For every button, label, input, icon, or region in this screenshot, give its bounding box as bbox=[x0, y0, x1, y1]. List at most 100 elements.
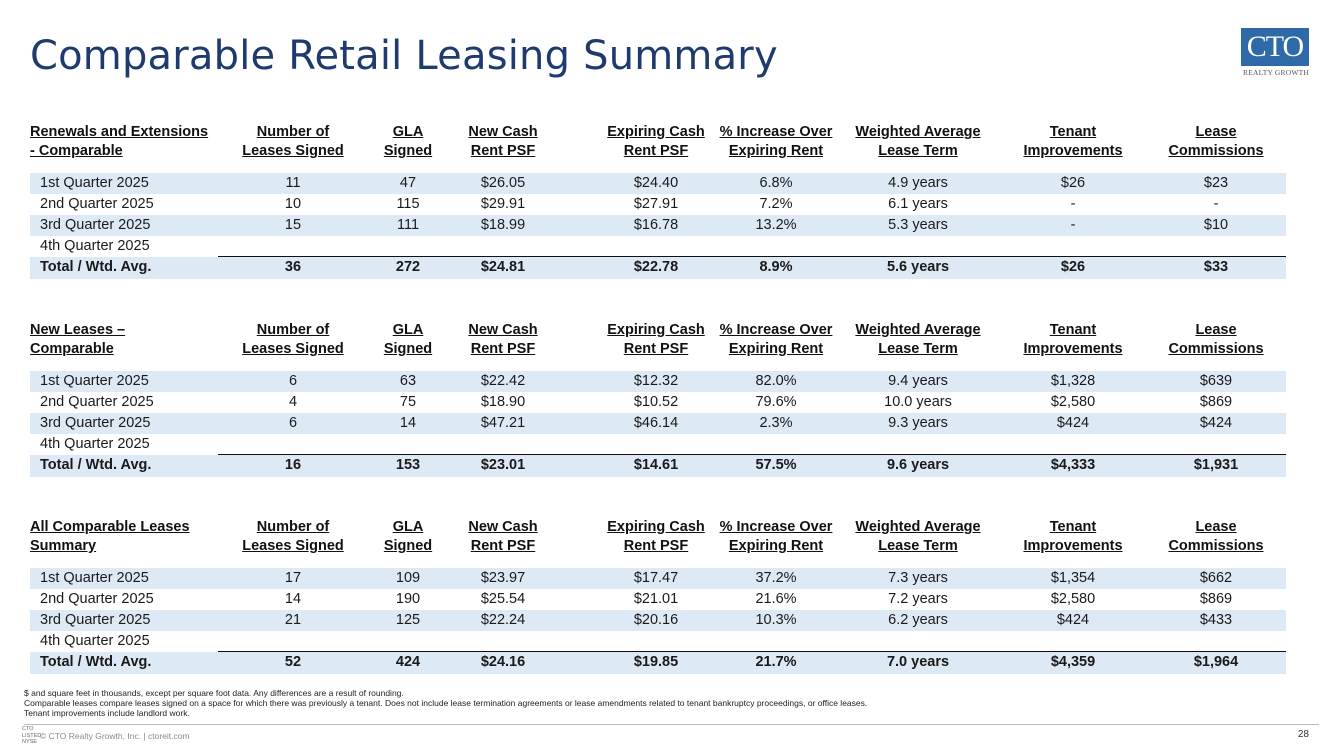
cell-ti: - bbox=[1070, 217, 1076, 233]
table-header: Renewals and Extensions - Comparable Numbe… bbox=[30, 123, 1286, 173]
cell-leases: 52 bbox=[284, 654, 302, 670]
section-heading: All Comparable Leases Summary bbox=[30, 519, 190, 554]
column-header-newrent: New Cash Rent PSF bbox=[468, 124, 538, 159]
cell-increase: 13.2% bbox=[755, 217, 797, 233]
cell-newrent: $23.97 bbox=[480, 570, 526, 586]
section-heading: New Leases – Comparable bbox=[30, 322, 126, 357]
cell-term: 6.2 years bbox=[888, 612, 948, 628]
row-label: 2nd Quarter 2025 bbox=[40, 591, 154, 607]
cell-increase: 82.0% bbox=[755, 373, 797, 389]
column-header-lc: Lease Commissions bbox=[1168, 124, 1264, 159]
cell-exprent: $16.78 bbox=[633, 217, 679, 233]
total-divider bbox=[218, 454, 1286, 455]
column-header-ti: Tenant Improvements bbox=[1023, 322, 1123, 357]
column-header-exprent: Expiring Cash Rent PSF bbox=[607, 322, 705, 357]
cell-newrent: $24.16 bbox=[480, 654, 526, 670]
cell-leases: 11 bbox=[285, 175, 301, 191]
cell-newrent: $18.99 bbox=[480, 217, 526, 233]
cell-gla: 272 bbox=[395, 259, 421, 275]
column-header-term: Weighted Average Lease Term bbox=[855, 124, 981, 159]
cell-gla: 75 bbox=[399, 394, 417, 410]
cell-term: 7.3 years bbox=[888, 570, 948, 586]
cell-leases: 21 bbox=[284, 612, 302, 628]
cell-exprent: $19.85 bbox=[633, 654, 679, 670]
column-header-lc: Lease Commissions bbox=[1168, 322, 1264, 357]
column-header-term: Weighted Average Lease Term bbox=[855, 519, 981, 554]
cell-newrent: $47.21 bbox=[480, 415, 526, 431]
table-row: 1st Quarter 2025 6 63 $22.42 $12.32 82.0% 9.4 … bbox=[30, 371, 1286, 392]
table-row: 4th Quarter 2025 bbox=[30, 434, 1286, 455]
cell-increase: 57.5% bbox=[755, 457, 797, 473]
cell-gla: 63 bbox=[399, 373, 417, 389]
table-row: 2nd Quarter 2025 14 190 $25.54 $21.01 21.6% 7.… bbox=[30, 589, 1286, 610]
section-heading: Renewals and Extensions - Comparable bbox=[30, 124, 209, 159]
row-label: 4th Quarter 2025 bbox=[40, 633, 150, 649]
table-row: 3rd Quarter 2025 6 14 $47.21 $46.14 2.3% 9.3 y… bbox=[30, 413, 1286, 434]
column-header-gla: GLA Signed bbox=[383, 322, 433, 357]
table-row: 4th Quarter 2025 bbox=[30, 236, 1286, 257]
cell-ti: $1,354 bbox=[1050, 570, 1096, 586]
cell-ti: $26 bbox=[1060, 175, 1086, 191]
cell-exprent: $14.61 bbox=[633, 457, 679, 473]
cell-increase: 21.7% bbox=[755, 654, 797, 670]
cell-leases: 10 bbox=[284, 196, 302, 212]
cell-gla: 424 bbox=[395, 654, 421, 670]
cell-exprent: $17.47 bbox=[633, 570, 679, 586]
total-divider bbox=[218, 651, 1286, 652]
cell-gla: 47 bbox=[399, 175, 417, 191]
cell-lc: $10 bbox=[1203, 217, 1229, 233]
footnote: $ and square feet in thousands, except p… bbox=[24, 688, 404, 698]
table-row: 2nd Quarter 2025 4 75 $18.90 $10.52 79.6% 10.0… bbox=[30, 392, 1286, 413]
cell-leases: 6 bbox=[288, 373, 298, 389]
cell-lc: $433 bbox=[1199, 612, 1233, 628]
row-label: 4th Quarter 2025 bbox=[40, 436, 150, 452]
column-header-lc: Lease Commissions bbox=[1168, 519, 1264, 554]
cell-lc: $869 bbox=[1199, 591, 1233, 607]
cell-exprent: $10.52 bbox=[633, 394, 679, 410]
table-row: 1st Quarter 2025 11 47 $26.05 $24.40 6.8% 4.9 … bbox=[30, 173, 1286, 194]
cell-ti: $4,359 bbox=[1050, 654, 1096, 670]
cell-increase: 79.6% bbox=[755, 394, 797, 410]
cell-lc: $424 bbox=[1199, 415, 1233, 431]
cell-exprent: $27.91 bbox=[633, 196, 679, 212]
cell-gla: 125 bbox=[395, 612, 421, 628]
column-header-increase: % Increase Over Expiring Rent bbox=[719, 124, 833, 159]
logo-tagline: REALTY GROWTH bbox=[1243, 68, 1309, 77]
cell-lc: $23 bbox=[1203, 175, 1229, 191]
cell-exprent: $22.78 bbox=[633, 259, 679, 275]
table-row: 1st Quarter 2025 17 109 $23.97 $17.47 37.2% 7.… bbox=[30, 568, 1286, 589]
cell-leases: 6 bbox=[288, 415, 298, 431]
table-row: 2nd Quarter 2025 10 115 $29.91 $27.91 7.2% 6.1… bbox=[30, 194, 1286, 215]
cell-newrent: $26.05 bbox=[480, 175, 526, 191]
table-header: All Comparable Leases Summary Number of Lea… bbox=[30, 518, 1286, 568]
cell-gla: 190 bbox=[395, 591, 421, 607]
column-header-leases: Number of Leases Signed bbox=[242, 322, 344, 357]
table-row: 3rd Quarter 2025 21 125 $22.24 $20.16 10.3% 6.… bbox=[30, 610, 1286, 631]
cell-term: 5.6 years bbox=[886, 259, 950, 275]
cell-newrent: $18.90 bbox=[480, 394, 526, 410]
column-header-term: Weighted Average Lease Term bbox=[855, 322, 981, 357]
cell-exprent: $20.16 bbox=[633, 612, 679, 628]
column-header-ti: Tenant Improvements bbox=[1023, 519, 1123, 554]
cell-lc: $662 bbox=[1199, 570, 1233, 586]
cell-gla: 109 bbox=[395, 570, 421, 586]
cell-leases: 16 bbox=[284, 457, 302, 473]
table-row: 4th Quarter 2025 bbox=[30, 631, 1286, 652]
cell-increase: 21.6% bbox=[755, 591, 797, 607]
row-label: 1st Quarter 2025 bbox=[40, 373, 149, 389]
cell-ti: $2,580 bbox=[1050, 394, 1096, 410]
company-logo: CTO REALTY GROWTH bbox=[1241, 28, 1309, 80]
cell-leases: 14 bbox=[284, 591, 302, 607]
cell-gla: 115 bbox=[396, 196, 420, 212]
row-label: 3rd Quarter 2025 bbox=[40, 415, 151, 431]
cell-leases: 15 bbox=[284, 217, 302, 233]
row-label: Total / Wtd. Avg. bbox=[40, 259, 152, 275]
cell-leases: 36 bbox=[284, 259, 302, 275]
column-header-leases: Number of Leases Signed bbox=[242, 519, 344, 554]
column-header-newrent: New Cash Rent PSF bbox=[468, 322, 538, 357]
cell-term: 9.3 years bbox=[888, 415, 948, 431]
total-row: Total / Wtd. Avg. 36 272 $24.81 $22.78 8.9% 5.… bbox=[30, 256, 1286, 279]
cell-ti: - bbox=[1070, 196, 1076, 212]
cell-increase: 37.2% bbox=[755, 570, 797, 586]
row-label: 4th Quarter 2025 bbox=[40, 238, 150, 254]
